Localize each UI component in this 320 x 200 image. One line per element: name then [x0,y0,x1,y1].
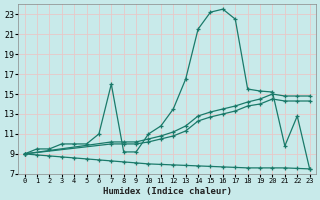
X-axis label: Humidex (Indice chaleur): Humidex (Indice chaleur) [103,187,232,196]
